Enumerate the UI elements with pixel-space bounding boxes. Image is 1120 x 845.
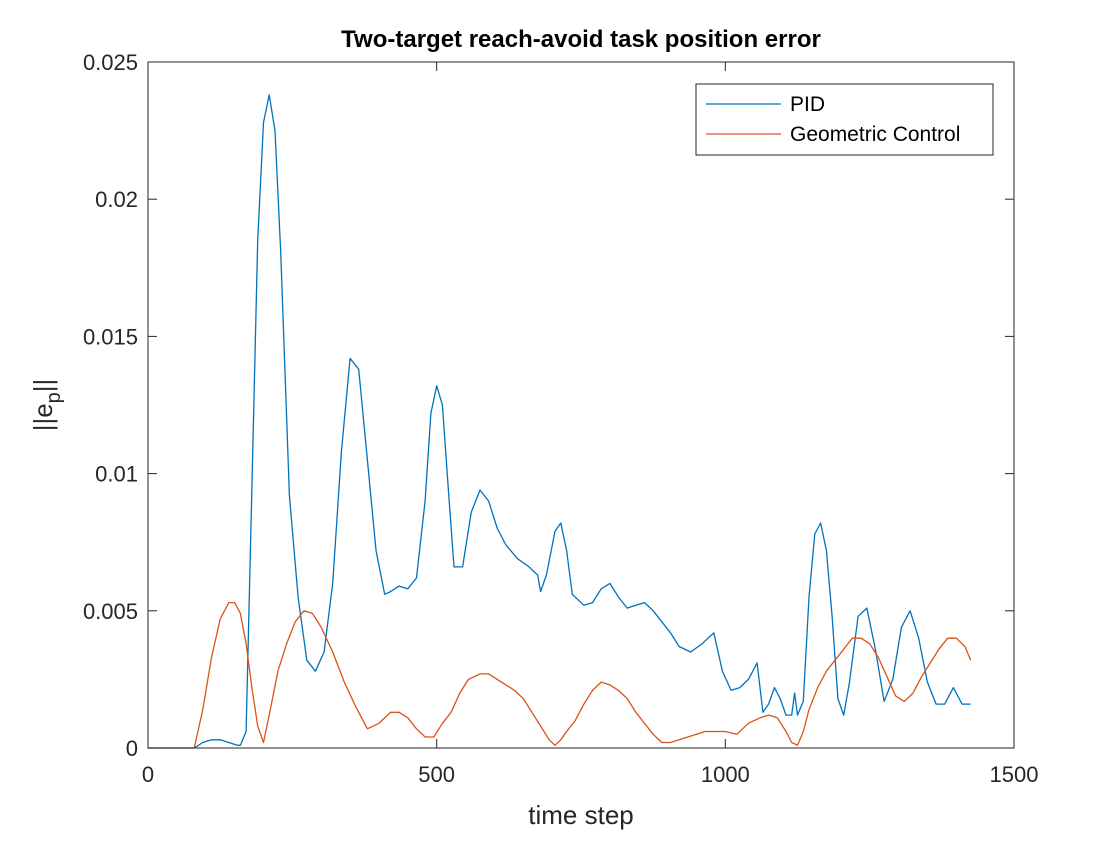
legend: PID Geometric Control bbox=[695, 83, 994, 156]
tick-layer: 0 500 1000 1500 0 0.005 0.01 0.015 0.02 0.025 bbox=[83, 50, 1039, 787]
y-tick-label: 0.025 bbox=[83, 50, 138, 75]
axes-box bbox=[147, 61, 1015, 749]
x-tick-label: 0 bbox=[142, 762, 154, 787]
x-tick-label: 1500 bbox=[990, 762, 1039, 787]
y-tick-label: 0.01 bbox=[95, 462, 138, 487]
legend-label-pid: PID bbox=[790, 93, 825, 116]
y-tick-label: 0.015 bbox=[83, 324, 138, 349]
y-tick-label: 0.02 bbox=[95, 187, 138, 212]
legend-box bbox=[695, 83, 994, 156]
y-axis-label-suffix: || bbox=[28, 379, 58, 393]
legend-label-geometric-control: Geometric Control bbox=[790, 123, 960, 146]
x-tick-label: 500 bbox=[418, 762, 455, 787]
y-tick-label: 0 bbox=[126, 736, 138, 761]
series-line-pid bbox=[148, 94, 971, 749]
y-axis-label: ||ep|| bbox=[28, 379, 65, 432]
x-axis-label: time step bbox=[528, 800, 634, 830]
y-axis-label-subscript: p bbox=[43, 392, 65, 403]
chart-title: Two-target reach-avoid task position err… bbox=[341, 26, 821, 53]
y-tick-label: 0.005 bbox=[83, 599, 138, 624]
y-axis-label-base: ||e bbox=[28, 403, 58, 431]
series-line-geometric-control bbox=[148, 601, 972, 749]
x-tick-label: 1000 bbox=[701, 762, 750, 787]
series-layer bbox=[148, 94, 972, 749]
